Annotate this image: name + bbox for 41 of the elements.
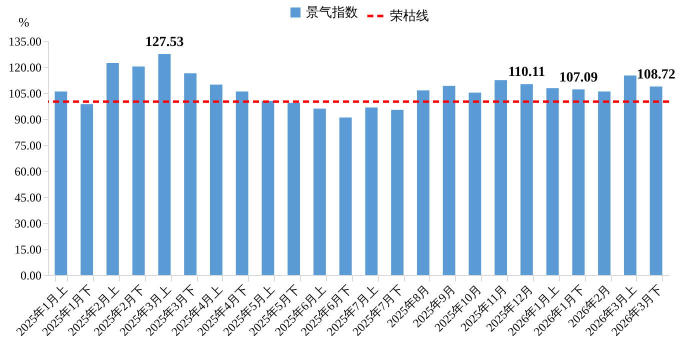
- bar: [650, 86, 662, 275]
- data-label: 127.53: [145, 34, 184, 50]
- y-tick-label: 105.00: [8, 86, 42, 100]
- bar: [288, 102, 300, 275]
- data-label: 110.11: [508, 65, 546, 80]
- y-tick-label: 60.00: [14, 164, 42, 178]
- bar: [416, 90, 430, 275]
- y-tick-label: 45.00: [14, 190, 42, 204]
- bar: [572, 89, 585, 275]
- bar: [339, 117, 352, 275]
- bar: [313, 108, 326, 275]
- bar: [624, 75, 636, 275]
- bar: [468, 92, 482, 275]
- bar: [210, 84, 222, 275]
- bar: [106, 63, 119, 275]
- bar: [494, 80, 508, 275]
- y-tick-label: 0.00: [20, 268, 42, 282]
- legend-label: 景气指数: [306, 4, 358, 20]
- data-label: 108.72: [636, 68, 676, 83]
- y-axis-title: %: [18, 14, 30, 30]
- bar: [546, 88, 559, 275]
- legend-label: 荣枯线: [390, 8, 429, 23]
- y-tick-label: 75.00: [14, 138, 42, 152]
- bar: [391, 110, 404, 275]
- bar: [158, 54, 171, 275]
- bar: [132, 66, 145, 275]
- bar: [520, 84, 533, 275]
- bar: [598, 91, 611, 275]
- bar: [365, 108, 378, 275]
- bar: [236, 91, 248, 275]
- y-tick-label: 30.00: [14, 216, 42, 230]
- bar: [80, 104, 94, 275]
- y-tick-label: 135.00: [8, 34, 42, 48]
- y-tick-label: 120.00: [8, 60, 42, 74]
- bar: [184, 73, 197, 275]
- bar: [442, 86, 456, 275]
- y-tick-label: 15.00: [14, 242, 42, 256]
- data-label: 107.09: [559, 70, 598, 86]
- bar: [262, 100, 274, 275]
- y-tick-label: 90.00: [14, 112, 42, 126]
- bar: [54, 91, 68, 275]
